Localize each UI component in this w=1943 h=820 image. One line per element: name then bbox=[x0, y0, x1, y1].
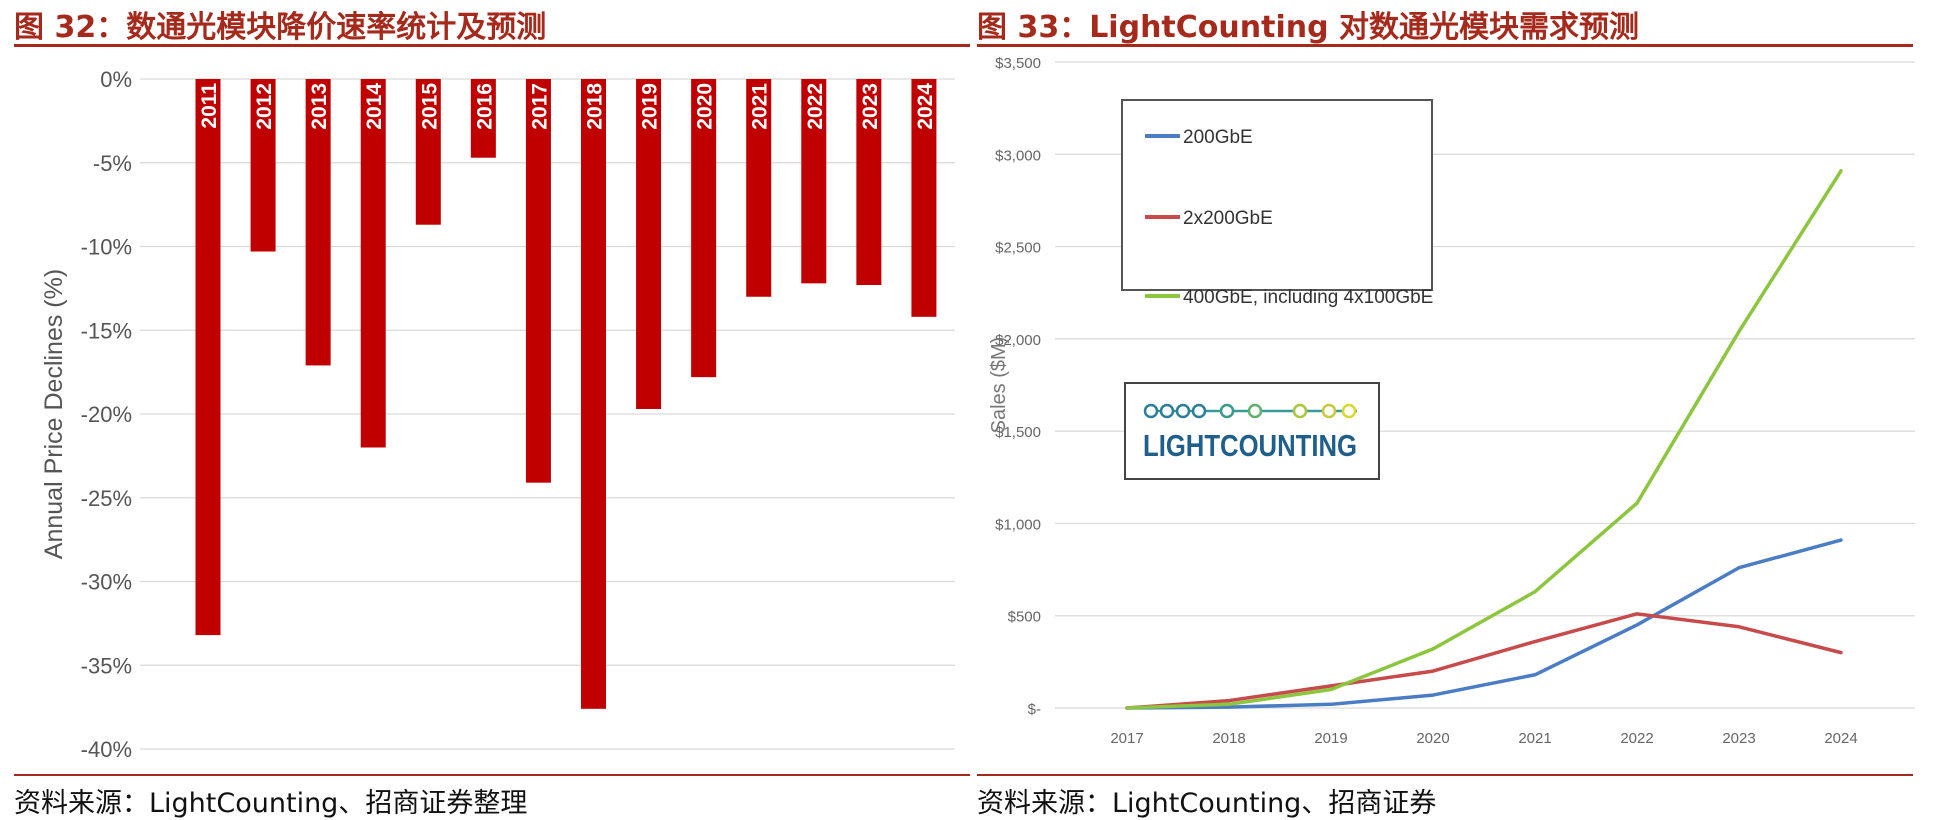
y-tick-label: $1,000 bbox=[995, 516, 1041, 533]
legend-label: 400GbE, including 4x100GbE bbox=[1183, 287, 1433, 308]
right-figure-title: 图 33：LightCounting 对数通光模块需求预测 bbox=[977, 10, 1640, 45]
legend-label: 2x200GbE bbox=[1183, 208, 1273, 229]
logo-chain-dot bbox=[1247, 403, 1263, 419]
left-source-note: 资料来源：LightCounting、招商证券整理 bbox=[14, 788, 528, 819]
bar-year-label: 2013 bbox=[308, 83, 331, 130]
x-tick-label: 2019 bbox=[1314, 730, 1347, 747]
logo-chain-dot bbox=[1175, 403, 1191, 419]
legend-label: 200GbE bbox=[1183, 127, 1253, 148]
right-source-note: 资料来源：LightCounting、招商证券 bbox=[977, 788, 1437, 819]
y-tick-label: -5% bbox=[93, 151, 132, 176]
y-tick-label: $3,500 bbox=[995, 55, 1041, 72]
bar-2024 bbox=[911, 79, 937, 317]
logo-chain-dot bbox=[1341, 403, 1357, 419]
y-tick-label: -15% bbox=[81, 318, 132, 343]
left-figure-title: 图 32：数通光模块降价速率统计及预测 bbox=[14, 10, 547, 45]
bar-year-label: 2019 bbox=[639, 83, 662, 130]
logo-chain-dot bbox=[1321, 403, 1337, 419]
y-tick-label: $1,500 bbox=[995, 424, 1041, 441]
logo-chain-dot bbox=[1143, 403, 1159, 419]
x-tick-label: 2018 bbox=[1212, 730, 1245, 747]
bar-2018 bbox=[581, 79, 606, 709]
y-axis-title: Sales ($M) bbox=[988, 337, 1010, 434]
bar-year-label: 2021 bbox=[749, 83, 772, 130]
legend-frame bbox=[1121, 99, 1433, 291]
left-figure: 图 32：数通光模块降价速率统计及预测 0% -5% -10% -15% -20% -25… bbox=[0, 0, 970, 819]
y-tick-label: -30% bbox=[81, 570, 132, 595]
price-decline-bar-chart: 0% -5% -10% -15% -20% -25% -30% -35% -40% Annual … bbox=[40, 67, 955, 762]
x-tick-label: 2021 bbox=[1518, 730, 1551, 747]
bar-year-label: 2023 bbox=[859, 83, 882, 130]
bar-2014 bbox=[360, 79, 386, 448]
y-tick-label: $500 bbox=[1008, 609, 1041, 626]
x-tick-label: 2020 bbox=[1416, 730, 1449, 747]
left-bottom-rule bbox=[14, 774, 970, 776]
bar-2019 bbox=[636, 79, 662, 409]
bar-2022 bbox=[801, 79, 827, 284]
bar-year-label: 2016 bbox=[473, 83, 496, 130]
bar-year-label: 2014 bbox=[363, 83, 386, 130]
y-tick-label: $2,000 bbox=[995, 332, 1041, 349]
y-tick-label: -35% bbox=[81, 653, 132, 678]
bar-year-label: 2024 bbox=[914, 83, 937, 130]
bar-year-label: 2017 bbox=[528, 83, 551, 130]
bar-2023 bbox=[856, 79, 882, 286]
bar-2020 bbox=[691, 79, 717, 378]
bar-year-label: 2020 bbox=[694, 83, 717, 130]
logo-wordmark: LIGHTCOUNTING bbox=[1143, 428, 1357, 463]
x-tick-label: 2022 bbox=[1620, 730, 1653, 747]
bar-2017 bbox=[525, 79, 551, 483]
right-title-rule bbox=[977, 44, 1913, 47]
sales-forecast-line-chart: $- $500 $1,000 $1,500 $2,000 $2,500 $3,000 $3,5… bbox=[988, 55, 1915, 747]
logo-frame bbox=[1124, 382, 1380, 480]
bar-2013 bbox=[305, 79, 331, 366]
series-line-200GbE bbox=[1125, 538, 1843, 710]
y-tick-label: -40% bbox=[81, 737, 132, 762]
y-tick-label: -10% bbox=[81, 235, 132, 260]
y-axis-title: Annual Price Declines (%) bbox=[40, 269, 68, 559]
bar-year-label: 2011 bbox=[198, 83, 221, 129]
right-figure: 图 33：LightCounting 对数通光模块需求预测 $- $500 $1,0… bbox=[975, 0, 1943, 819]
logo-chain-dot bbox=[1219, 403, 1235, 419]
y-tick-label: $- bbox=[1028, 701, 1041, 718]
y-tick-label: 0% bbox=[100, 67, 132, 92]
bar-year-label: 2015 bbox=[418, 83, 441, 130]
left-title-rule bbox=[14, 44, 970, 47]
x-tick-label: 2024 bbox=[1824, 730, 1857, 747]
y-tick-label: -20% bbox=[81, 402, 132, 427]
y-tick-label: $3,000 bbox=[995, 147, 1041, 164]
x-tick-label: 2017 bbox=[1110, 730, 1143, 747]
bar-year-label: 2022 bbox=[804, 83, 827, 130]
bar-2015 bbox=[415, 79, 441, 225]
x-tick-label: 2023 bbox=[1722, 730, 1755, 747]
right-bottom-rule bbox=[977, 774, 1913, 776]
bar-2012 bbox=[250, 79, 276, 252]
logo-chain-dot bbox=[1159, 403, 1175, 419]
logo-chain-dot bbox=[1191, 403, 1207, 419]
chart-legend: 200GbE 2x200GbE 400GbE, including 4x100GbE bbox=[1121, 99, 1433, 308]
lightcounting-logo: LIGHTCOUNTING bbox=[1124, 382, 1380, 480]
y-tick-label: $2,500 bbox=[995, 240, 1041, 257]
series-line-2x200GbE bbox=[1125, 612, 1843, 710]
bar-2021 bbox=[746, 79, 772, 297]
logo-chain-dot bbox=[1292, 403, 1308, 419]
y-tick-label: -25% bbox=[81, 486, 132, 511]
bar-year-label: 2012 bbox=[253, 83, 276, 130]
bar-year-label: 2018 bbox=[584, 83, 607, 130]
series-line-400GbE bbox=[1125, 169, 1843, 710]
bar-2016 bbox=[470, 79, 496, 158]
bar-2011 bbox=[195, 79, 221, 636]
